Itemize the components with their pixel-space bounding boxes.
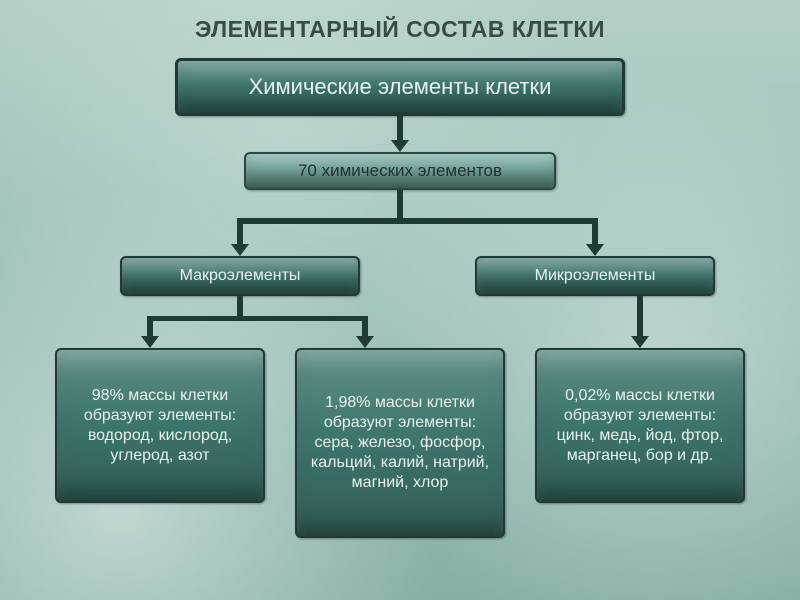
arrow-to-leaf1 <box>138 316 162 348</box>
arrow-to-macro <box>228 218 252 256</box>
node-leaf-2: 1,98% массы клетки образуют элементы: се… <box>295 348 505 538</box>
node-leaf-1-label: 98% массы клетки образуют элементы: водо… <box>67 386 253 466</box>
node-root-label: Химические элементы клетки <box>249 73 552 101</box>
node-leaf-3-label: 0,02% массы клетки образуют элементы: ци… <box>547 386 733 466</box>
node-micro: Микроэлементы <box>475 256 715 296</box>
node-leaf-1: 98% массы клетки образуют элементы: водо… <box>55 348 265 503</box>
node-macro-label: Макроэлементы <box>180 266 301 286</box>
page-title: ЭЛЕМЕНТАРНЫЙ СОСТАВ КЛЕТКИ <box>0 16 800 43</box>
node-leaf-2-label: 1,98% массы клетки образуют элементы: се… <box>307 393 493 493</box>
node-micro-label: Микроэлементы <box>535 266 656 286</box>
connector-hbar <box>237 218 598 224</box>
arrow-root-to-mid <box>388 116 412 152</box>
node-leaf-3: 0,02% массы клетки образуют элементы: ци… <box>535 348 745 503</box>
connector-macro-hbar <box>147 316 368 321</box>
arrow-to-micro <box>583 218 607 256</box>
node-mid: 70 химических элементов <box>244 152 556 190</box>
arrow-to-leaf3 <box>628 296 652 348</box>
node-root: Химические элементы клетки <box>175 58 625 116</box>
arrow-to-leaf2 <box>353 316 377 348</box>
node-macro: Макроэлементы <box>120 256 360 296</box>
diagram: ЭЛЕМЕНТАРНЫЙ СОСТАВ КЛЕТКИ Химические эл… <box>0 0 800 600</box>
connector-macro-down <box>228 296 252 316</box>
node-mid-label: 70 химических элементов <box>298 160 502 181</box>
connector-mid-down <box>388 190 412 218</box>
